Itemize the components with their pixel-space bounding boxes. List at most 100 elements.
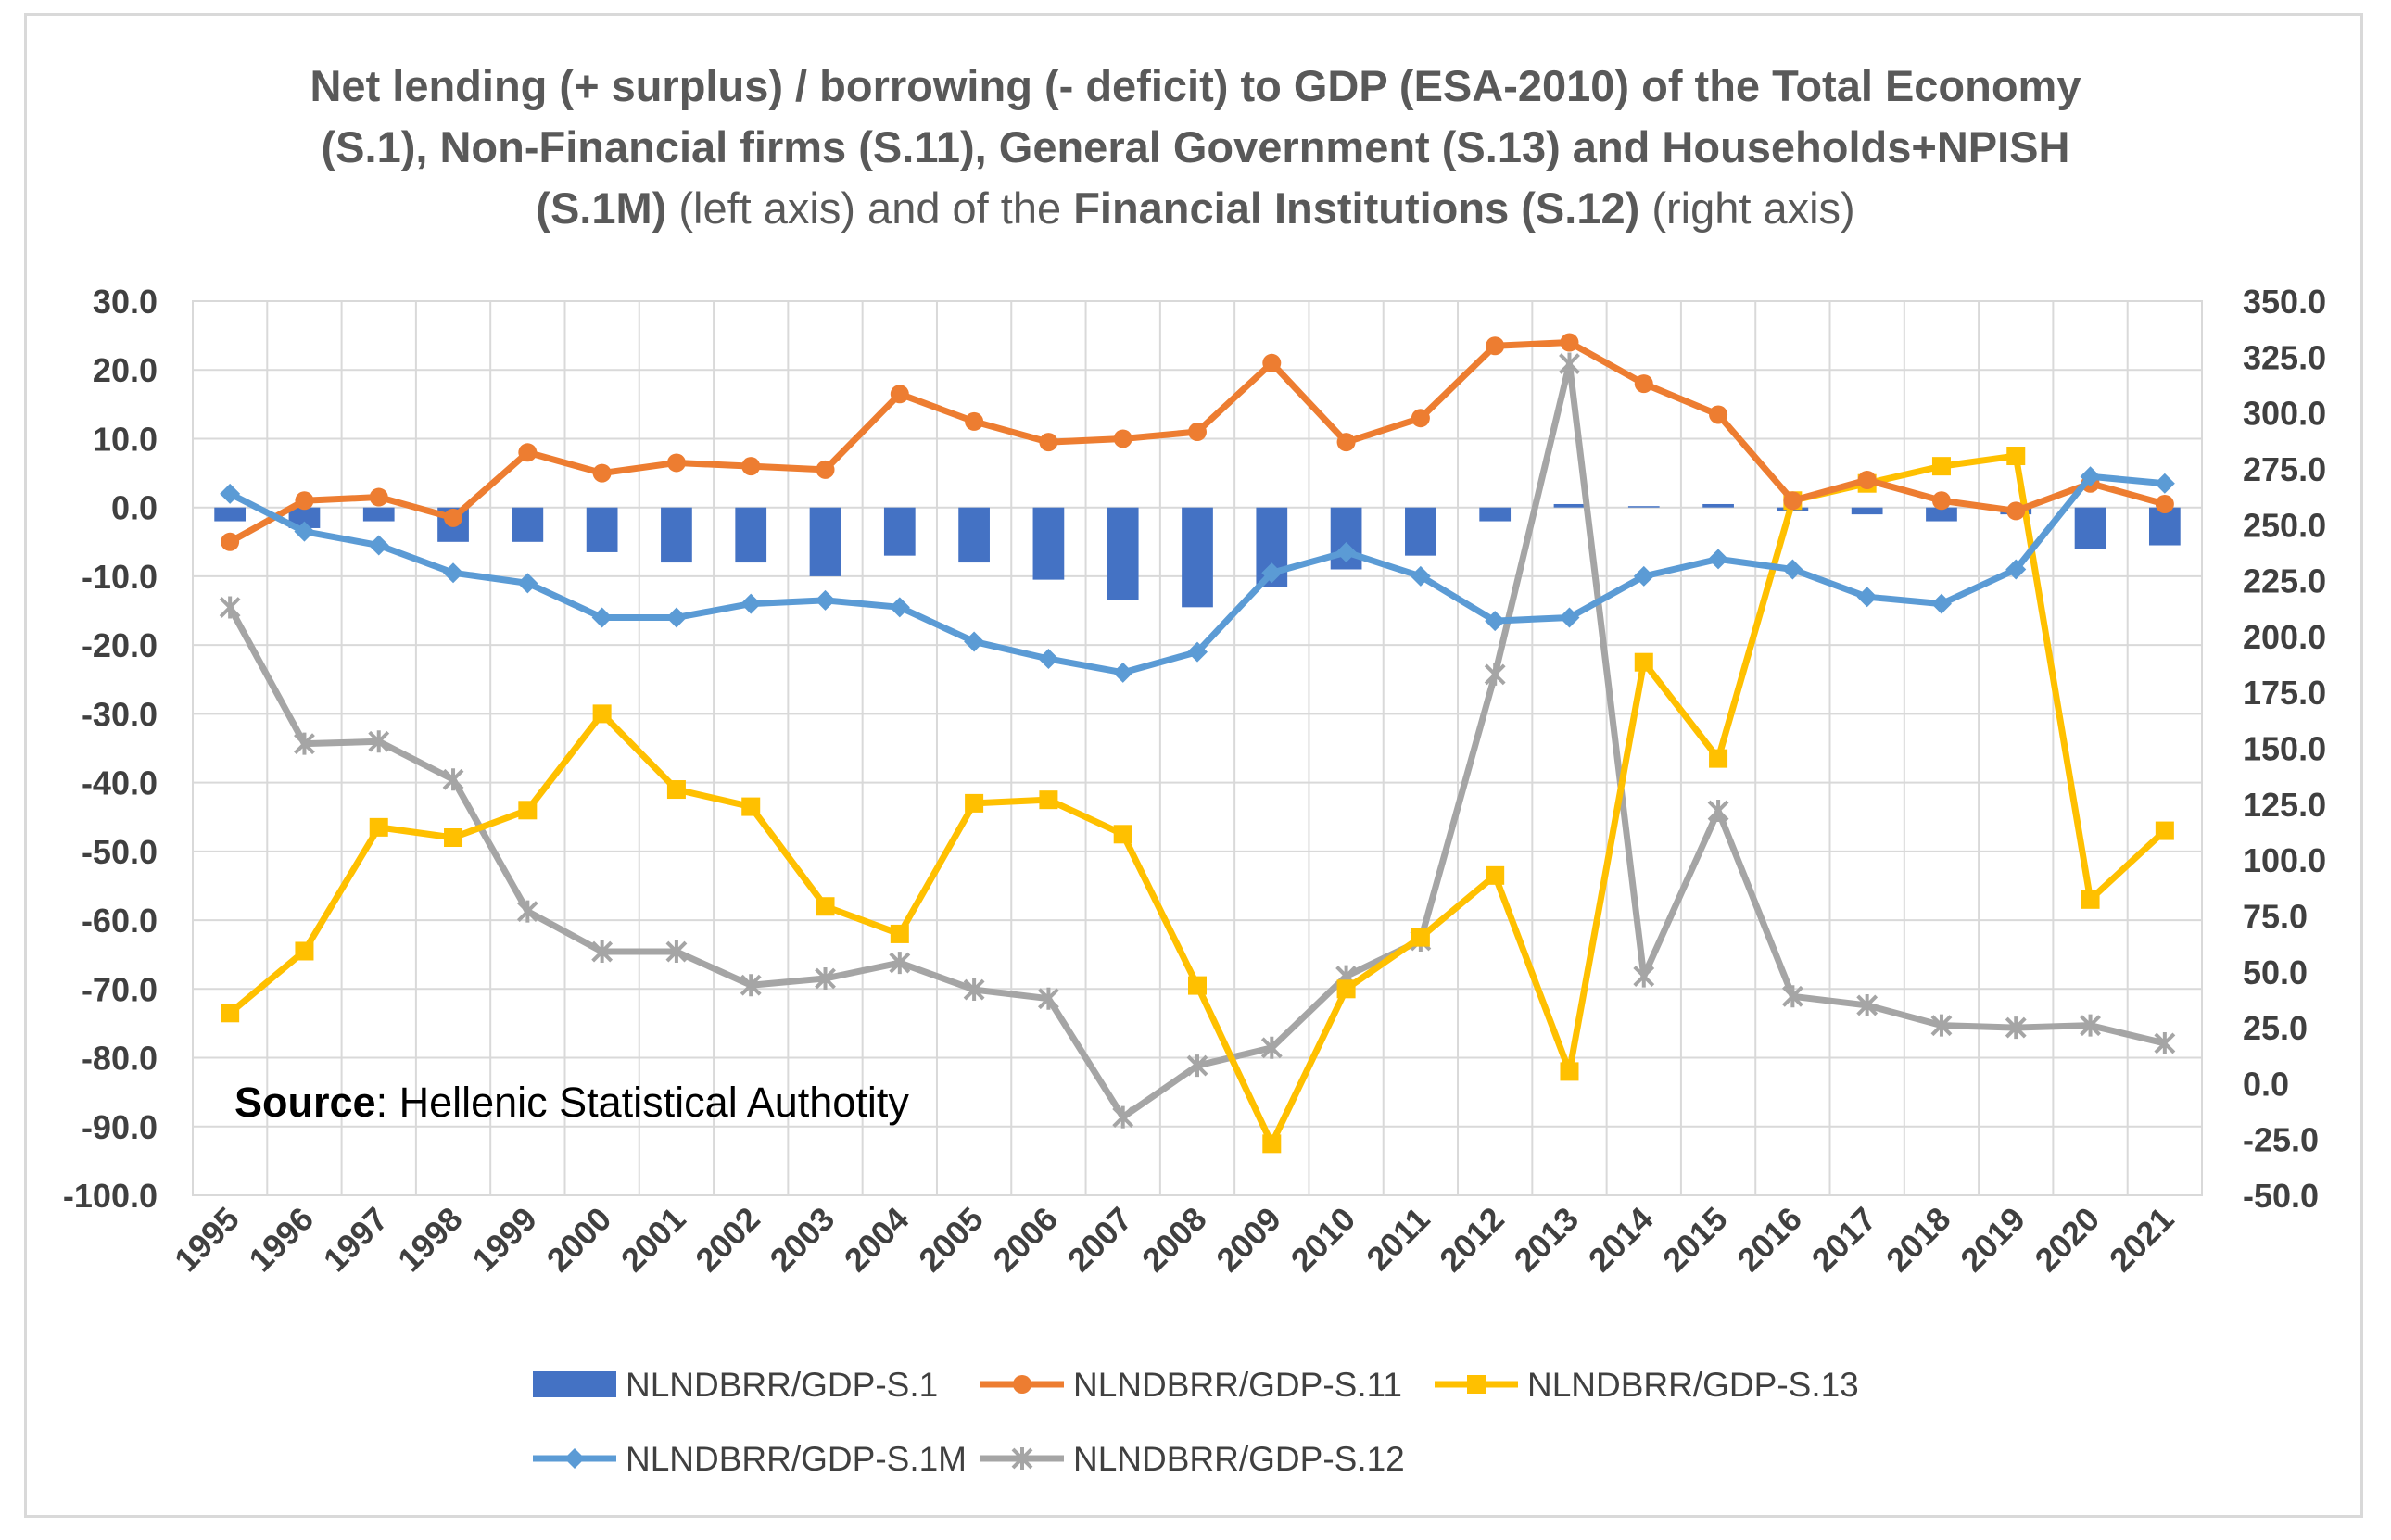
left-tick-label: -10.0 — [82, 558, 158, 596]
chart-frame — [24, 13, 2363, 1518]
legend-marker — [1011, 1447, 1033, 1470]
right-tick-label: 0.0 — [2243, 1065, 2289, 1103]
s1m-point — [294, 521, 315, 542]
x-tick-label: 2016 — [1729, 1200, 1809, 1280]
x-tick-label: 2010 — [1284, 1200, 1363, 1280]
left-tick-label: -70.0 — [82, 970, 158, 1008]
right-tick-label: 225.0 — [2243, 562, 2326, 600]
s13-point — [1411, 928, 1430, 947]
s1-bar — [586, 507, 618, 552]
s1m-point — [2005, 559, 2027, 580]
s13-point — [1188, 976, 1207, 995]
s1-bars — [214, 503, 2181, 608]
s12-point — [294, 732, 315, 755]
s1m-point — [2080, 466, 2101, 487]
s1-bar — [958, 507, 990, 563]
s11-point — [1039, 433, 1058, 452]
s12-point — [219, 596, 241, 619]
s1m-point — [889, 597, 910, 618]
left-tick-label: -60.0 — [82, 902, 158, 940]
s1m-point — [815, 589, 836, 611]
s11-point — [741, 457, 761, 476]
chart-title: Net lending (+ surplus) / borrowing (- d… — [139, 56, 2252, 239]
s11-point — [592, 463, 612, 483]
s11-point — [518, 443, 538, 462]
right-tick-label: 75.0 — [2243, 897, 2308, 935]
s13-point — [1336, 979, 1356, 999]
s13-point — [369, 817, 388, 837]
s1-bar — [1182, 507, 1213, 608]
x-tick-label: 2009 — [1208, 1200, 1288, 1280]
s12-point — [1186, 1054, 1208, 1078]
s13-point — [666, 780, 686, 800]
s12-point — [1112, 1105, 1134, 1129]
s1m-point — [740, 593, 762, 614]
left-tick-label: 30.0 — [93, 283, 158, 321]
left-tick-label: 20.0 — [93, 351, 158, 389]
s1-bar — [661, 507, 692, 563]
s1-bar — [288, 507, 321, 528]
s11-point — [1113, 429, 1132, 448]
s11-point — [1336, 433, 1356, 452]
right-tick-label: 275.0 — [2243, 450, 2326, 488]
s12-point — [516, 900, 538, 923]
series-lines — [219, 333, 2176, 1154]
s13-point — [741, 797, 761, 816]
s1-bar — [1851, 507, 1883, 515]
x-tick-label: 2020 — [2028, 1200, 2107, 1280]
s1m-point — [1559, 607, 1580, 628]
x-tick-label: 2012 — [1432, 1200, 1512, 1280]
s13-point — [1931, 457, 1951, 476]
left-tick-label: 0.0 — [111, 489, 158, 527]
s11-point — [1783, 491, 1803, 511]
s1-bar — [883, 507, 916, 556]
left-tick-label: -30.0 — [82, 695, 158, 733]
s12-point — [889, 952, 911, 975]
s1-bar — [735, 507, 767, 563]
s1m-point — [368, 535, 389, 556]
s13-point — [816, 897, 835, 916]
s11-point — [1486, 336, 1505, 356]
legend-label: NLNDBRR/GDP-S.13 — [1527, 1366, 1859, 1404]
x-axis-ticks: 1995199619971998199920002001200220032004… — [167, 1200, 2181, 1280]
s12-point — [1781, 985, 1803, 1008]
legend-label: NLNDBRR/GDP-S.11 — [1073, 1366, 1402, 1404]
x-tick-label: 2006 — [985, 1200, 1065, 1280]
s1-bar — [2074, 507, 2106, 549]
right-tick-label: -50.0 — [2243, 1177, 2319, 1215]
s1-bar — [809, 507, 841, 576]
s1m-point — [1410, 565, 1431, 587]
x-tick-label: 2001 — [614, 1200, 693, 1280]
left-tick-label: -20.0 — [82, 626, 158, 664]
s13-point — [965, 793, 984, 813]
x-tick-label: 1997 — [316, 1200, 396, 1280]
x-tick-label: 1999 — [464, 1200, 544, 1280]
s11-point — [816, 460, 835, 479]
left-tick-label: 10.0 — [93, 420, 158, 458]
s1-bar — [1702, 503, 1734, 508]
legend-label: NLNDBRR/GDP-S.1 — [626, 1366, 938, 1404]
s13-point — [592, 704, 612, 724]
s11-point — [369, 487, 388, 507]
s13-point — [1039, 790, 1058, 810]
legend-marker — [1467, 1375, 1486, 1394]
legend: NLNDBRR/GDP-S.1 NLNDBRR/GDP-S.11 NLNDBRR/G… — [533, 1366, 1859, 1478]
x-tick-label: 2021 — [2102, 1200, 2182, 1280]
left-tick-label: -90.0 — [82, 1108, 158, 1146]
s11-point — [444, 508, 463, 527]
s12-point — [815, 966, 836, 990]
s1-bar — [2148, 507, 2181, 546]
gridlines — [192, 300, 2203, 1196]
s11-point — [2155, 494, 2174, 513]
s12-point — [1707, 800, 1729, 823]
s11-point — [666, 453, 686, 473]
right-tick-label: 25.0 — [2243, 1009, 2308, 1047]
x-tick-label: 2005 — [911, 1200, 991, 1280]
right-tick-label: -25.0 — [2243, 1121, 2319, 1159]
s13-point — [1486, 865, 1505, 885]
s11-point — [1709, 405, 1728, 424]
s1-bar — [1479, 507, 1512, 522]
s1-bar — [1107, 507, 1139, 600]
legend-marker — [1013, 1375, 1031, 1394]
